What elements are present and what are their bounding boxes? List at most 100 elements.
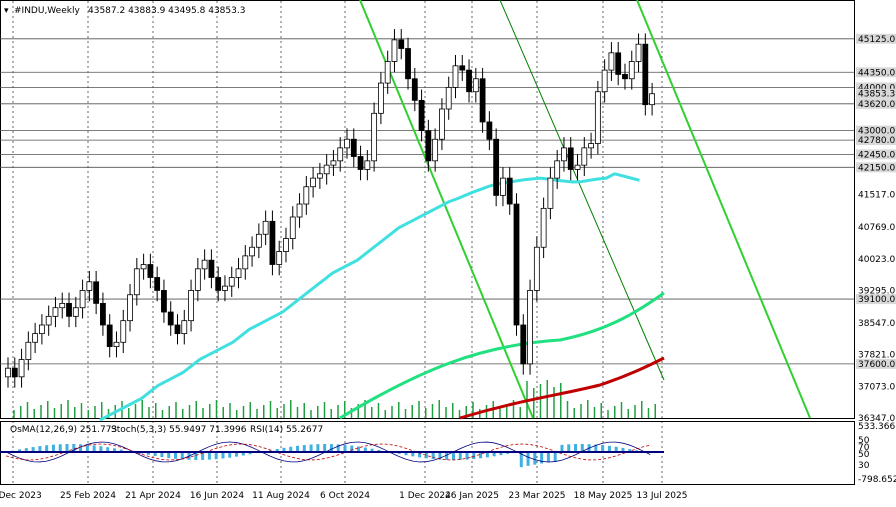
price-level-box xyxy=(856,294,896,305)
price-level-box xyxy=(856,162,896,173)
price-tick-label: 39100.0 xyxy=(858,295,895,305)
candle-body xyxy=(228,277,235,287)
candle-body xyxy=(330,160,337,166)
candle-body xyxy=(242,255,249,270)
ema-mid-line xyxy=(339,291,665,420)
indicator-axis-label: 533.366 xyxy=(858,422,895,432)
candle-body xyxy=(208,259,215,278)
price-tick-label: 44350.0 xyxy=(858,68,895,78)
candle-body xyxy=(188,290,194,322)
price-tick-label: 44000.0 xyxy=(858,83,895,93)
indicator-axis-label: 70 xyxy=(858,443,870,453)
symbol-dropdown-icon[interactable]: ▾ xyxy=(4,6,9,16)
candle-body xyxy=(452,65,459,88)
candle-body xyxy=(25,341,32,360)
candle-body xyxy=(106,324,113,347)
channel-line xyxy=(636,0,811,419)
candle-body xyxy=(79,290,86,309)
candle-body xyxy=(635,43,642,62)
candle-body xyxy=(140,264,147,270)
price-tick-label: 37073.0 xyxy=(858,383,895,393)
price-tick-label: 42150.0 xyxy=(858,163,895,173)
indicator-axis-label: 50 xyxy=(858,436,870,446)
candle-body xyxy=(364,160,371,170)
date-label: 16 Jun 2024 xyxy=(190,491,244,501)
candle-body xyxy=(72,307,79,317)
price-tick-label: 43620.0 xyxy=(858,100,895,110)
candle-body xyxy=(411,78,418,101)
candle-body xyxy=(181,320,188,335)
candle-body xyxy=(581,147,588,166)
candle-body xyxy=(303,186,310,205)
price-level-box xyxy=(856,88,896,99)
candle-body xyxy=(486,121,493,140)
price-tick-label: 37600.0 xyxy=(858,360,895,370)
price-tick-label: 39295.0 xyxy=(858,287,895,297)
candle-body xyxy=(520,324,527,365)
candle-body xyxy=(384,61,391,84)
candle-body xyxy=(561,147,567,162)
candle-body xyxy=(296,203,303,218)
price-level-box xyxy=(856,82,896,93)
candle-body xyxy=(167,311,174,326)
candle-body xyxy=(201,259,208,270)
price-level-box xyxy=(856,98,896,109)
candle-body xyxy=(472,78,479,93)
candle-body xyxy=(147,264,154,278)
rsi-label: RSI(14) 55.2677 xyxy=(250,425,323,435)
candle-body xyxy=(594,91,601,144)
symbol-title: #INDU,Weekly xyxy=(14,6,80,16)
date-label: 18 May 2025 xyxy=(574,491,633,501)
candle-body xyxy=(276,251,283,265)
price-level-box xyxy=(856,149,896,160)
date-label: 6 Oct 2024 xyxy=(320,491,370,501)
candle-body xyxy=(567,147,574,170)
candle-body xyxy=(174,324,181,335)
date-label: 13 Jul 2025 xyxy=(637,491,688,501)
stoch-d-line xyxy=(5,443,651,461)
candle-body xyxy=(154,277,161,291)
candle-body xyxy=(100,302,106,326)
candle-body xyxy=(540,207,547,248)
price-level-box xyxy=(856,67,896,78)
candle-body xyxy=(66,302,72,317)
candle-body xyxy=(445,86,452,110)
candle-body xyxy=(45,315,52,326)
candle-body xyxy=(310,177,317,188)
candle-body xyxy=(642,43,649,106)
candles xyxy=(5,29,655,388)
ohlc-values: 43587.2 43883.9 43495.8 43853.3 xyxy=(88,6,245,16)
price-tick-label: 37821.0 xyxy=(858,350,895,360)
stoch-k-line xyxy=(5,441,651,463)
candle-body xyxy=(113,341,120,347)
candle-body xyxy=(283,238,289,252)
candle-body xyxy=(513,203,520,326)
candle-body xyxy=(337,147,344,162)
candle-body xyxy=(554,160,561,179)
price-level-box xyxy=(856,358,896,369)
price-level-box xyxy=(856,125,896,136)
main-pane xyxy=(0,0,855,419)
date-label: 31 Dec 2023 xyxy=(0,491,42,501)
price-tick-label: 45125.0 xyxy=(858,35,895,45)
candle-body xyxy=(628,61,635,80)
candle-body xyxy=(161,290,167,313)
candle-body xyxy=(425,130,432,162)
candle-body xyxy=(601,69,608,93)
date-label: 11 Aug 2024 xyxy=(252,491,310,501)
date-label: 21 Apr 2024 xyxy=(125,491,181,501)
candle-body xyxy=(357,156,364,170)
candle-body xyxy=(432,138,439,162)
candle-body xyxy=(249,246,255,257)
candle-body xyxy=(316,173,323,179)
candle-body xyxy=(371,112,378,162)
candle-body xyxy=(222,285,228,291)
ema-slow-line xyxy=(459,356,665,420)
osma-label: OsMA(12,26,9) 251.773 xyxy=(10,425,117,435)
candle-body xyxy=(235,268,242,278)
candle-body xyxy=(405,48,411,80)
price-tick-label: 42780.0 xyxy=(858,136,895,146)
channel-line xyxy=(499,0,665,381)
candle-body xyxy=(11,367,18,378)
